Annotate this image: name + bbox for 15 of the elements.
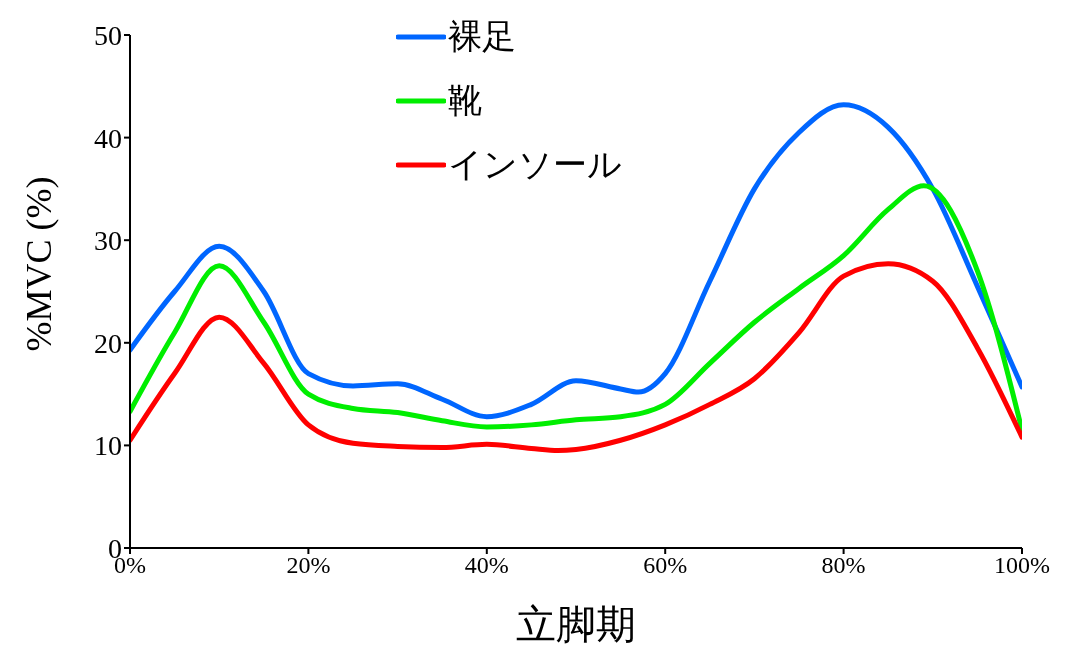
- x-tick-label: 80%: [821, 552, 866, 579]
- x-tick-label: 20%: [286, 552, 331, 579]
- x-axis-title: 立脚期: [516, 602, 636, 647]
- legend-label: インソール: [448, 146, 622, 183]
- legend-label: 裸足: [448, 18, 516, 55]
- x-tick-label: 60%: [643, 552, 688, 579]
- y-tick-label: 20: [94, 327, 122, 359]
- legend-label: 靴: [448, 82, 482, 119]
- x-tick-label: 40%: [464, 552, 509, 579]
- x-tick-label: 100%: [994, 552, 1050, 579]
- y-axis-title: %MVC (%): [18, 176, 59, 352]
- y-tick-label: 40: [94, 122, 122, 154]
- y-tick-label: 30: [94, 225, 122, 257]
- y-tick-label: 50: [94, 19, 122, 51]
- y-tick-label: 10: [94, 430, 122, 462]
